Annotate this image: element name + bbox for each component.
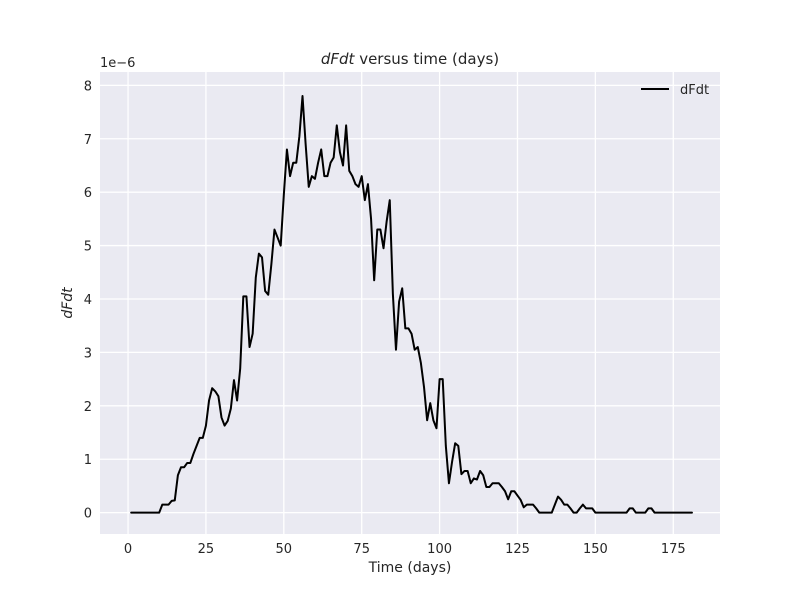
- series-layer: [130, 95, 693, 514]
- y-axis-label: dFdt: [60, 287, 76, 319]
- x-tick-label: 175: [661, 542, 686, 557]
- x-tick-label: 125: [505, 542, 530, 557]
- y-tick-label: 2: [84, 400, 92, 415]
- y-tick-label: 1: [84, 453, 92, 468]
- x-tick-label: 75: [353, 542, 370, 557]
- y-tick-label: 6: [84, 186, 92, 201]
- chart-title: dFdt versus time (days): [321, 50, 499, 68]
- x-tick-label: 100: [427, 542, 452, 557]
- x-tick-label: 25: [198, 542, 215, 557]
- x-tick-label: 150: [583, 542, 608, 557]
- legend: dFdt: [641, 83, 709, 98]
- y-tick-label: 8: [84, 79, 92, 94]
- x-tick-label: 50: [276, 542, 293, 557]
- legend-label: dFdt: [680, 83, 709, 98]
- grid-lines: [100, 72, 720, 534]
- chart-title-italic: dFdt: [321, 50, 356, 68]
- x-axis-label: Time (days): [368, 560, 452, 576]
- x-tick-labels: 0 25 50 75 100 125 150 175: [124, 542, 686, 557]
- y-tick-label: 5: [84, 240, 92, 255]
- y-tick-label: 0: [84, 507, 92, 522]
- y-tick-label: 7: [84, 133, 92, 148]
- y-tick-label: 4: [84, 293, 92, 308]
- plot-area: [100, 72, 720, 534]
- x-tick-label: 0: [124, 542, 132, 557]
- chart-title-rest: versus time (days): [354, 50, 499, 68]
- y-tick-labels: 0 1 2 3 4 5 6 7 8: [84, 79, 92, 521]
- y-offset-text: 1e−6: [100, 56, 135, 71]
- y-tick-label: 3: [84, 346, 92, 361]
